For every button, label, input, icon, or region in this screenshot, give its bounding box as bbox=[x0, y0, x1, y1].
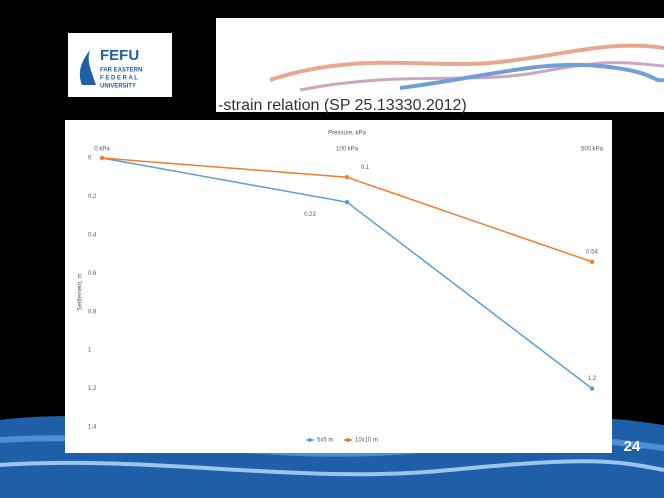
y-tick-label: 0.2 bbox=[88, 194, 97, 200]
logo-line: FAR EASTERN bbox=[100, 68, 142, 74]
logo-name: FEFU bbox=[100, 47, 139, 64]
legend-swatch bbox=[346, 438, 350, 442]
point bbox=[344, 199, 350, 205]
data-label: 1.2 bbox=[588, 376, 597, 382]
logo-line: F E D E R A L bbox=[100, 76, 138, 82]
slide-title: -strain relation (SP 25.13330.2012) bbox=[218, 97, 467, 114]
x-axis-title: Pressure, kPa bbox=[328, 131, 366, 137]
point bbox=[589, 259, 595, 264]
y-tick-label: 1.4 bbox=[88, 425, 97, 431]
data-label: 0.1 bbox=[361, 165, 370, 171]
logo-line: UNIVERSITY bbox=[100, 84, 136, 90]
point bbox=[589, 386, 595, 391]
y-tick-label: 1.2 bbox=[88, 386, 97, 392]
y-tick-label: 0 bbox=[88, 156, 92, 162]
wave bbox=[0, 459, 664, 477]
wave bbox=[399, 62, 664, 90]
point bbox=[99, 155, 105, 161]
chart-area bbox=[65, 120, 612, 453]
logo-icon bbox=[79, 50, 96, 85]
y-tick-label: 1 bbox=[88, 348, 92, 354]
wave bbox=[299, 61, 664, 92]
y-tick-label: 0.4 bbox=[88, 232, 97, 238]
legend-label: 10x10 m bbox=[355, 438, 378, 444]
y-tick-label: 0.6 bbox=[88, 271, 97, 277]
data-label: 0.23 bbox=[304, 212, 316, 218]
legend-label: 5x5 m bbox=[317, 438, 333, 444]
point bbox=[344, 175, 350, 180]
y-tick-label: 0.8 bbox=[88, 309, 97, 315]
wave bbox=[269, 43, 664, 82]
x-tick-label: 500 kPa bbox=[581, 147, 604, 153]
x-tick-label: 100 kPa bbox=[336, 147, 359, 153]
x-tick-label: 0 kPa bbox=[94, 147, 110, 153]
plot: 0 0.2 0.4 0.6 0.8 1 1.2 1.4 0 kPa 100 kPa 500 kPa 0… bbox=[88, 147, 604, 444]
page-number: 24 bbox=[624, 438, 641, 455]
y-axis-title: Settlement, m bbox=[78, 273, 84, 310]
legend-swatch bbox=[308, 438, 312, 442]
data-label: 0.54 bbox=[586, 249, 598, 255]
